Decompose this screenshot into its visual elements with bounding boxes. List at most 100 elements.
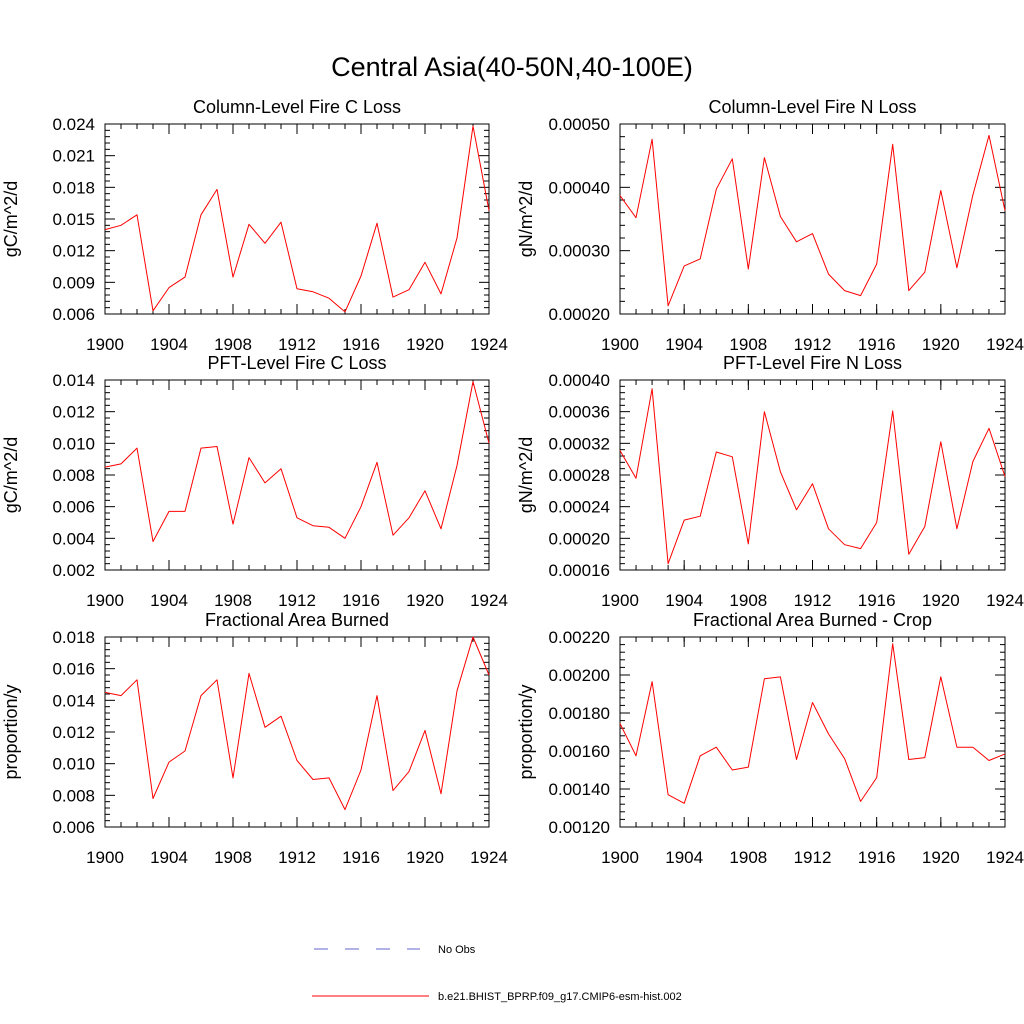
- x-tick-label: 1924: [986, 591, 1024, 610]
- y-tick-label: 0.016: [52, 660, 95, 679]
- x-tick-label: 1900: [86, 591, 124, 610]
- y-tick-label: 0.021: [52, 147, 95, 166]
- y-tick-label: 0.00140: [549, 780, 610, 799]
- x-tick-label: 1904: [150, 335, 188, 354]
- plot-frame: [619, 123, 1006, 315]
- y-tick-label: 0.00020: [549, 529, 610, 548]
- y-tick-label: 0.012: [52, 242, 95, 261]
- series-line: [619, 643, 1006, 804]
- x-tick-label: 1924: [470, 848, 508, 867]
- x-tick-label: 1920: [922, 848, 960, 867]
- series-line: [104, 125, 490, 313]
- y-axis-label: gC/m^2/d: [1, 437, 21, 513]
- x-tick-label: 1920: [922, 591, 960, 610]
- x-tick-label: 1916: [858, 848, 896, 867]
- x-tick-label: 1912: [794, 848, 832, 867]
- x-tick-label: 1908: [214, 335, 252, 354]
- series-line: [619, 388, 1006, 565]
- y-tick-label: 0.006: [52, 305, 95, 324]
- y-tick-label: 0.008: [52, 466, 95, 485]
- y-tick-label: 0.00040: [549, 371, 610, 390]
- x-tick-label: 1920: [406, 335, 444, 354]
- panel-title: PFT-Level Fire C Loss: [207, 353, 386, 373]
- y-tick-label: 0.00180: [549, 704, 610, 723]
- y-tick-label: 0.024: [52, 115, 95, 134]
- y-tick-label: 0.00160: [549, 742, 610, 761]
- y-tick-label: 0.00040: [549, 178, 610, 197]
- y-tick-label: 0.012: [52, 403, 95, 422]
- x-tick-label: 1924: [986, 335, 1024, 354]
- y-axis-label: gN/m^2/d: [516, 437, 536, 513]
- y-tick-label: 0.009: [52, 273, 95, 292]
- y-tick-label: 0.00024: [549, 498, 610, 517]
- x-tick-label: 1916: [858, 335, 896, 354]
- y-axis-label: gC/m^2/d: [1, 181, 21, 257]
- y-tick-label: 0.002: [52, 561, 95, 580]
- x-tick-label: 1900: [601, 591, 639, 610]
- x-tick-label: 1904: [150, 591, 188, 610]
- y-tick-label: 0.00030: [549, 242, 610, 261]
- x-tick-label: 1904: [150, 848, 188, 867]
- panel-fractional-area-burned-crop: Fractional Area Burned - Crop proportion/…: [516, 610, 1024, 867]
- x-tick-label: 1904: [665, 848, 703, 867]
- y-tick-label: 0.006: [52, 498, 95, 517]
- x-tick-label: 1904: [665, 335, 703, 354]
- panel-title: Column-Level Fire N Loss: [708, 97, 916, 117]
- x-tick-label: 1912: [278, 591, 316, 610]
- y-tick-label: 0.012: [52, 723, 95, 742]
- y-tick-label: 0.008: [52, 786, 95, 805]
- y-axis-label: proportion/y: [1, 684, 21, 779]
- x-tick-label: 1920: [922, 335, 960, 354]
- panel-pft-fire-c-loss: PFT-Level Fire C Loss gC/m^2/d 1900 1904 190…: [1, 353, 508, 610]
- y-tick-label: 0.006: [52, 818, 95, 837]
- y-tick-label: 0.00032: [549, 434, 610, 453]
- x-tick-label: 1912: [278, 335, 316, 354]
- y-tick-label: 0.018: [52, 178, 95, 197]
- series-line: [104, 381, 490, 542]
- panel-fractional-area-burned: Fractional Area Burned proportion/y 1900 19…: [1, 610, 508, 867]
- plot-frame: [619, 636, 1006, 828]
- y-tick-label: 0.00050: [549, 115, 610, 134]
- x-tick-label: 1900: [86, 848, 124, 867]
- y-tick-label: 0.010: [52, 434, 95, 453]
- y-tick-label: 0.00200: [549, 666, 610, 685]
- panel-column-fire-n-loss: Column-Level Fire N Loss gN/m^2/d 1900 1904…: [516, 97, 1024, 354]
- x-tick-label: 1908: [729, 848, 767, 867]
- y-tick-label: 0.010: [52, 755, 95, 774]
- x-tick-label: 1920: [406, 591, 444, 610]
- x-tick-label: 1912: [794, 335, 832, 354]
- plot-frame: [104, 379, 490, 571]
- figure-title: Central Asia(40-50N,40-100E): [331, 52, 693, 82]
- x-tick-label: 1908: [214, 848, 252, 867]
- x-tick-label: 1916: [342, 335, 380, 354]
- x-tick-label: 1912: [278, 848, 316, 867]
- x-tick-label: 1908: [729, 335, 767, 354]
- y-tick-label: 0.00220: [549, 628, 610, 647]
- y-tick-label: 0.00036: [549, 403, 610, 422]
- y-tick-label: 0.014: [52, 691, 95, 710]
- panel-title: Column-Level Fire C Loss: [193, 97, 401, 117]
- panel-title: Fractional Area Burned: [205, 610, 389, 630]
- series-line: [104, 636, 490, 811]
- y-tick-label: 0.00020: [549, 305, 610, 324]
- x-tick-label: 1912: [794, 591, 832, 610]
- x-tick-label: 1904: [665, 591, 703, 610]
- y-tick-label: 0.004: [52, 529, 95, 548]
- plot-frame: [104, 123, 490, 315]
- plot-frame: [104, 636, 490, 828]
- y-axis-label: gN/m^2/d: [516, 181, 536, 257]
- x-tick-label: 1916: [342, 591, 380, 610]
- y-tick-label: 0.018: [52, 628, 95, 647]
- panel-column-fire-c-loss: Column-Level Fire C Loss gC/m^2/d 1900 1904…: [1, 97, 508, 354]
- x-tick-label: 1924: [470, 335, 508, 354]
- legend-label-no-obs: No Obs: [438, 944, 476, 956]
- x-tick-label: 1900: [601, 848, 639, 867]
- x-tick-label: 1916: [342, 848, 380, 867]
- x-tick-label: 1908: [729, 591, 767, 610]
- x-tick-label: 1924: [470, 591, 508, 610]
- y-tick-label: 0.00120: [549, 818, 610, 837]
- x-tick-label: 1920: [406, 848, 444, 867]
- y-tick-label: 0.015: [52, 210, 95, 229]
- panel-title: PFT-Level Fire N Loss: [723, 353, 902, 373]
- panel-title: Fractional Area Burned - Crop: [693, 610, 932, 630]
